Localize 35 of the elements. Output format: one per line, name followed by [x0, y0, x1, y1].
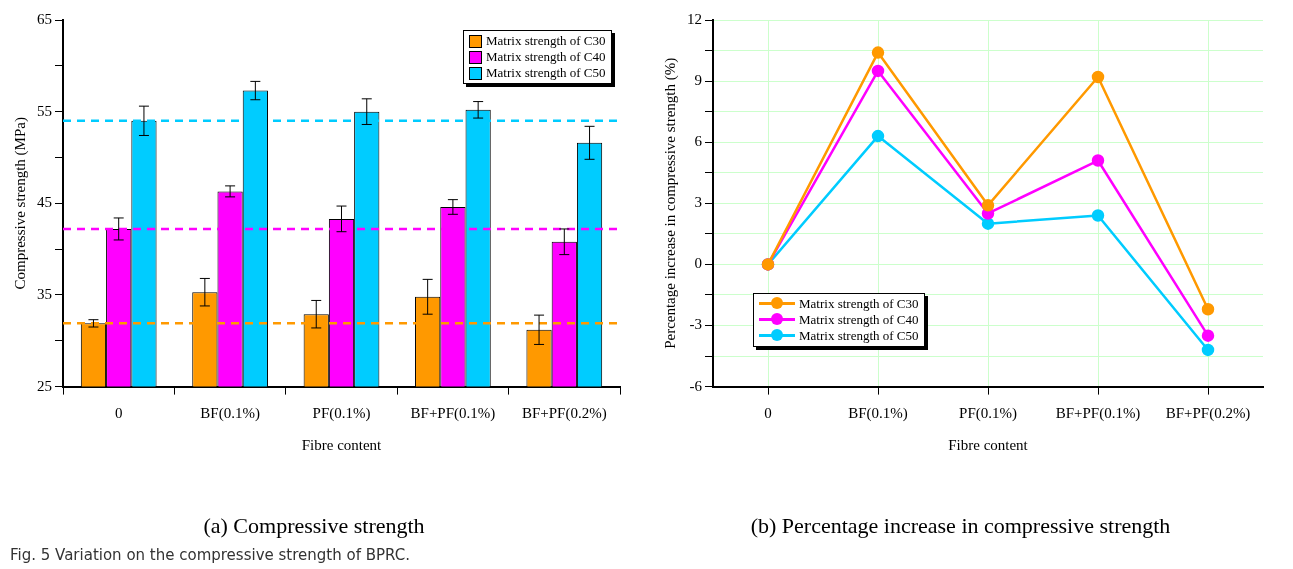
y-axis-title: Compressive strength (MPa) [11, 117, 29, 290]
x-axis-title: Fibre content [301, 436, 383, 453]
x-axis-title: Fibre content [948, 436, 1029, 453]
legend-label: Matrix strength of C50 [799, 327, 919, 344]
x-tick-label: 0 [114, 404, 123, 421]
x-tick-label: BF+PF(0.1%) [410, 404, 496, 422]
x-tick-label: BF(0.1%) [200, 404, 260, 422]
y-tick-label: 55 [37, 102, 52, 119]
legend-label: Matrix strength of C40 [486, 49, 606, 65]
legend-label: Matrix strength of C50 [486, 65, 606, 81]
x-tick-label: BF+PF(0.2%) [521, 404, 607, 422]
x-tick-label: PF(0.1%) [959, 404, 1017, 422]
text: (b) Percentage increase in compressive strength [750, 512, 1171, 538]
x-tick-label: PF(0.1%) [312, 404, 371, 422]
x-tick-label: 0 [764, 404, 772, 421]
y-tick-label: 9 [694, 72, 702, 89]
y-tick-label: 6 [694, 133, 703, 150]
y-tick-label: 65 [37, 10, 52, 27]
x-tick-label: BF(0.1%) [848, 404, 908, 422]
x-tick-label: BF+PF(0.2%) [1165, 404, 1251, 422]
caption: Fig. 5 Variation on the compressive strength of BPRC. [10, 546, 410, 564]
y-tick-label: 0 [694, 255, 702, 272]
legend-label: Matrix strength of C30 [799, 295, 919, 312]
y-tick-label: -3 [689, 316, 702, 333]
y-tick-label: 35 [37, 285, 52, 302]
y-tick-label: 45 [37, 194, 52, 211]
x-tick-label: BF+PF(0.1%) [1055, 404, 1141, 422]
legend-label: Matrix strength of C30 [486, 33, 606, 49]
legend-label: Matrix strength of C40 [799, 311, 919, 328]
y-axis-title: Percentage increase in compressive strength (%) [661, 57, 679, 349]
y-tick-label: 25 [37, 377, 52, 394]
y-tick-label: -6 [689, 377, 703, 394]
y-tick-label: 3 [694, 194, 702, 211]
text: (a) Compressive strength [203, 512, 425, 538]
y-tick-label: 12 [687, 10, 702, 27]
